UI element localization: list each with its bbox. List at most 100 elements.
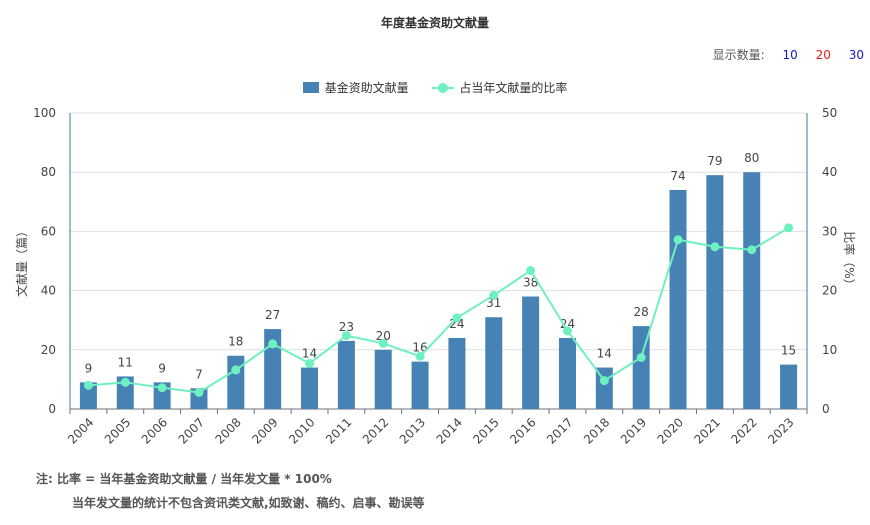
bar xyxy=(522,296,540,409)
bar-value-label: 15 xyxy=(781,344,796,358)
x-tick-label: 2012 xyxy=(360,415,391,446)
ratio-point xyxy=(526,265,536,275)
bar xyxy=(706,175,724,409)
x-tick-label: 2004 xyxy=(65,415,96,446)
chart-note-formula: 注: 比率 = 当年基金资助文献量 / 当年发文量 * 100% xyxy=(36,472,332,486)
bar-value-label: 9 xyxy=(85,361,93,375)
x-tick-label: 2015 xyxy=(470,415,501,446)
y-tick-label: 60 xyxy=(41,224,56,238)
ratio-point xyxy=(231,365,241,375)
bar-value-label: 80 xyxy=(744,151,759,165)
y-axis-title: 文献量（篇） xyxy=(14,225,29,297)
y-tick-label: 80 xyxy=(41,165,56,179)
bar-value-label: 14 xyxy=(597,347,612,361)
bar xyxy=(301,367,319,409)
bar xyxy=(264,329,282,409)
x-tick-label: 2019 xyxy=(618,415,649,446)
bar xyxy=(227,355,245,409)
ratio-point xyxy=(710,242,720,252)
legend-bar-swatch xyxy=(302,82,319,93)
legend-line-swatch xyxy=(432,82,455,93)
ratio-point xyxy=(599,376,609,386)
bar xyxy=(743,172,761,409)
x-tick-label: 2009 xyxy=(249,415,280,446)
display-count-option-10[interactable]: 10 xyxy=(782,48,798,62)
x-tick-label: 2008 xyxy=(212,415,243,446)
bar-value-label: 14 xyxy=(302,347,317,361)
display-count-selector: 显示数量: 10 20 30 xyxy=(713,46,864,63)
legend-bar-label: 基金资助文献量 xyxy=(324,81,409,95)
legend-line-label: 占当年文献量的比率 xyxy=(459,81,568,95)
bar-value-label: 28 xyxy=(634,305,649,319)
bar-value-label: 38 xyxy=(523,276,538,290)
ratio-point xyxy=(157,383,167,393)
y2-tick-label: 40 xyxy=(822,165,837,179)
chart-legend: 基金资助文献量 占当年文献量的比率 xyxy=(0,79,870,96)
x-tick-label: 2014 xyxy=(434,415,465,446)
ratio-point xyxy=(415,351,425,361)
bar-value-label: 74 xyxy=(670,169,685,183)
bar xyxy=(669,189,687,409)
legend-item-bar-series[interactable]: 基金资助文献量 xyxy=(302,79,409,96)
x-tick-label: 2010 xyxy=(286,415,317,446)
x-tick-label: 2011 xyxy=(323,415,354,446)
y2-tick-label: 20 xyxy=(822,284,837,298)
bar-value-label: 18 xyxy=(228,335,243,349)
bar xyxy=(485,317,503,409)
bar-value-label: 11 xyxy=(118,355,133,369)
x-tick-label: 2017 xyxy=(544,415,575,446)
y-tick-label: 40 xyxy=(41,284,56,298)
bar-value-label: 27 xyxy=(265,308,280,322)
bar xyxy=(337,340,355,409)
legend-item-line-series[interactable]: 占当年文献量的比率 xyxy=(432,79,567,96)
ratio-point xyxy=(747,245,757,255)
bar-value-label: 7 xyxy=(195,367,203,381)
x-tick-label: 2005 xyxy=(102,415,133,446)
bar xyxy=(374,349,392,409)
ratio-point xyxy=(489,290,499,300)
x-tick-label: 2006 xyxy=(139,415,170,446)
ratio-point xyxy=(636,352,646,362)
bar xyxy=(780,364,798,409)
ratio-point xyxy=(305,358,315,368)
y2-tick-label: 10 xyxy=(822,343,837,357)
ratio-point xyxy=(83,380,93,390)
ratio-point xyxy=(378,338,388,348)
x-tick-label: 2020 xyxy=(655,415,686,446)
ratio-point xyxy=(341,331,351,341)
x-tick-label: 2018 xyxy=(581,415,612,446)
display-count-option-20[interactable]: 20 xyxy=(815,48,831,62)
x-tick-label: 2007 xyxy=(176,415,207,446)
y-tick-label: 0 xyxy=(48,402,56,416)
display-count-option-30[interactable]: 30 xyxy=(848,48,864,62)
y-tick-label: 20 xyxy=(41,343,56,357)
bar xyxy=(448,337,466,409)
x-tick-label: 2013 xyxy=(397,415,428,446)
chart-canvas: 0 20 40 60 80 100 0 10 20 30 40 50 文献量（篇） 比率（%） 9 2004 1… xyxy=(14,106,857,447)
chart-title: 年度基金资助文献量 xyxy=(380,16,489,30)
bar-value-label: 23 xyxy=(339,320,354,334)
x-tick-label: 2023 xyxy=(765,415,796,446)
ratio-line xyxy=(88,226,790,394)
x-tick-label: 2021 xyxy=(691,415,722,446)
y2-tick-label: 0 xyxy=(822,402,830,416)
bar-value-label: 9 xyxy=(158,361,166,375)
ratio-point xyxy=(562,326,572,336)
ratio-point xyxy=(673,235,683,245)
ratio-point xyxy=(268,339,278,349)
x-tick-label: 2016 xyxy=(507,415,538,446)
ratio-point xyxy=(452,313,462,323)
bar xyxy=(116,376,134,409)
y2-tick-label: 50 xyxy=(822,106,837,120)
y2-tick-label: 30 xyxy=(822,224,837,238)
display-count-label: 显示数量: xyxy=(712,48,765,62)
bar xyxy=(411,361,429,409)
chart-note-exclusion: 当年发文量的统计不包含资讯类文献,如致谢、稿约、启事、勘误等 xyxy=(72,496,425,510)
bar-value-label: 24 xyxy=(560,317,575,331)
bar xyxy=(79,382,97,409)
y-tick-label: 100 xyxy=(33,106,56,120)
y2-axis-title: 比率（%） xyxy=(842,231,857,290)
bar-value-label: 79 xyxy=(707,154,722,168)
ratio-point xyxy=(784,223,794,233)
ratio-point xyxy=(194,387,204,397)
